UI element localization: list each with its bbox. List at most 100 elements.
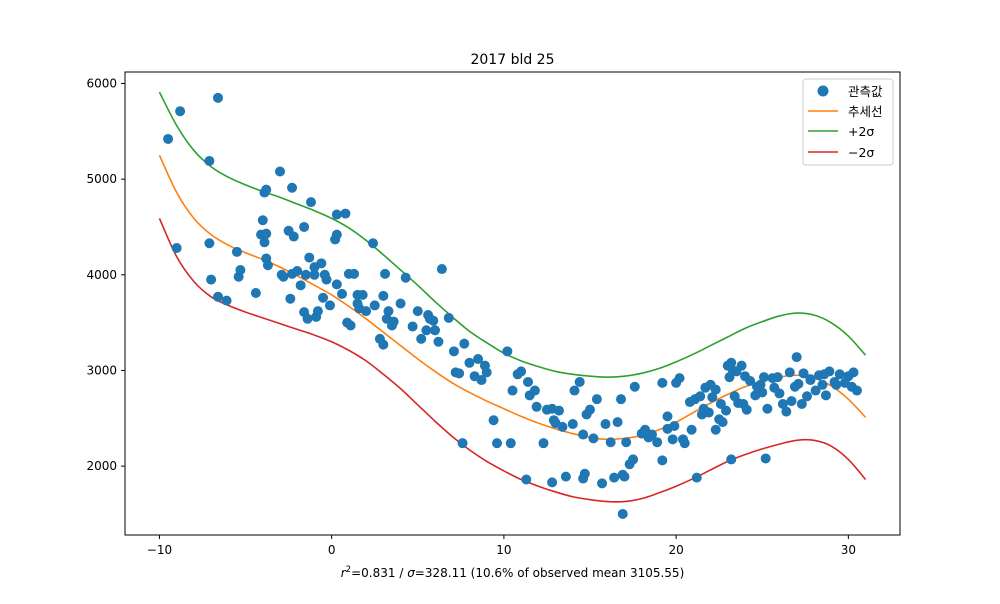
xlabel-r-value: =0.831 / (351, 566, 407, 580)
x-tick-label: 30 (841, 543, 856, 557)
observed-point (772, 372, 783, 383)
legend-observed-label: 관측값 (848, 84, 883, 99)
observed-point (213, 92, 223, 103)
observed-point (851, 385, 862, 396)
observed-point (331, 279, 342, 290)
observed-point (262, 260, 273, 271)
observed-point (337, 288, 347, 299)
observed-point (361, 306, 372, 317)
observed-point (617, 508, 628, 519)
observed-point (318, 292, 329, 303)
series-lines (158, 91, 867, 503)
observed-point (531, 401, 542, 412)
observed-point (285, 293, 296, 304)
observed-point (652, 437, 663, 448)
observed-point (383, 306, 394, 317)
observed-point (616, 394, 626, 405)
observed-point (717, 417, 728, 428)
observed-point (691, 472, 702, 483)
observed-point (433, 336, 444, 347)
observed-point (380, 268, 391, 279)
legend: 관측값 추세선 +2σ −2σ (802, 78, 894, 166)
observed-point (662, 411, 673, 422)
observed-point (516, 366, 527, 377)
observed-point (299, 221, 310, 232)
observed-point (163, 133, 174, 144)
observed-point (726, 454, 737, 465)
observed-point (416, 333, 427, 344)
x-axis-ticks: −10 0 10 20 30 (147, 535, 856, 557)
observed-point (378, 339, 389, 350)
observed-point (760, 453, 771, 464)
observed-point (579, 468, 590, 479)
observed-point (657, 455, 668, 466)
observed-point (324, 300, 335, 311)
observed-points (163, 92, 862, 519)
observed-point (710, 424, 721, 435)
observed-point (235, 265, 246, 276)
observed-point (378, 290, 389, 301)
observed-point (715, 398, 726, 409)
observed-point (569, 385, 580, 396)
observed-point (436, 264, 447, 275)
observed-point (175, 106, 186, 117)
observed-point (679, 438, 690, 449)
observed-point (752, 381, 763, 392)
observed-point (791, 352, 802, 363)
observed-point (574, 376, 585, 387)
observed-point (204, 155, 215, 166)
observed-point (621, 437, 632, 448)
y-tick-label: 6000 (86, 76, 117, 90)
observed-point (250, 287, 261, 298)
observed-point (259, 237, 270, 248)
observed-point (550, 418, 561, 429)
observed-point (819, 369, 830, 380)
observed-point (505, 438, 516, 449)
observed-point (257, 215, 268, 226)
observed-point (275, 166, 285, 177)
observed-point (820, 390, 831, 401)
observed-point (321, 274, 332, 285)
observed-point (523, 376, 533, 387)
observed-point (781, 406, 792, 417)
observed-point (309, 269, 320, 280)
plot-frame (124, 71, 901, 536)
observed-point (231, 246, 242, 257)
x-tick-label: −10 (147, 543, 172, 557)
observed-point (443, 312, 454, 323)
observed-point (421, 325, 432, 336)
observed-point (213, 291, 223, 302)
observed-point (412, 306, 423, 317)
observed-point (686, 424, 697, 435)
observed-point (643, 432, 654, 443)
observed-point (567, 419, 578, 430)
observed-point (292, 265, 303, 276)
observed-point (674, 373, 685, 384)
observed-point (345, 320, 356, 331)
minus2sigma-line (158, 218, 867, 503)
observed-point (171, 243, 182, 254)
legend-observed-marker (817, 85, 829, 97)
observed-point (698, 403, 709, 414)
observed-point (276, 269, 287, 280)
observed-point (502, 346, 513, 357)
chart-title: 2017 bld 25 (470, 52, 554, 68)
observed-point (629, 381, 640, 392)
observed-point (657, 377, 668, 388)
observed-point (817, 379, 828, 390)
observed-point (473, 353, 484, 364)
observed-point (798, 368, 809, 379)
legend-minus2-label: −2σ (848, 145, 874, 160)
observed-point (369, 300, 380, 311)
observed-point (457, 438, 468, 449)
observed-point (302, 313, 313, 324)
observed-point (741, 404, 752, 415)
observed-point (428, 315, 439, 326)
observed-point (774, 388, 785, 399)
observed-point (588, 433, 599, 444)
observed-point (206, 274, 217, 285)
observed-point (619, 471, 630, 482)
observed-point (340, 208, 351, 219)
